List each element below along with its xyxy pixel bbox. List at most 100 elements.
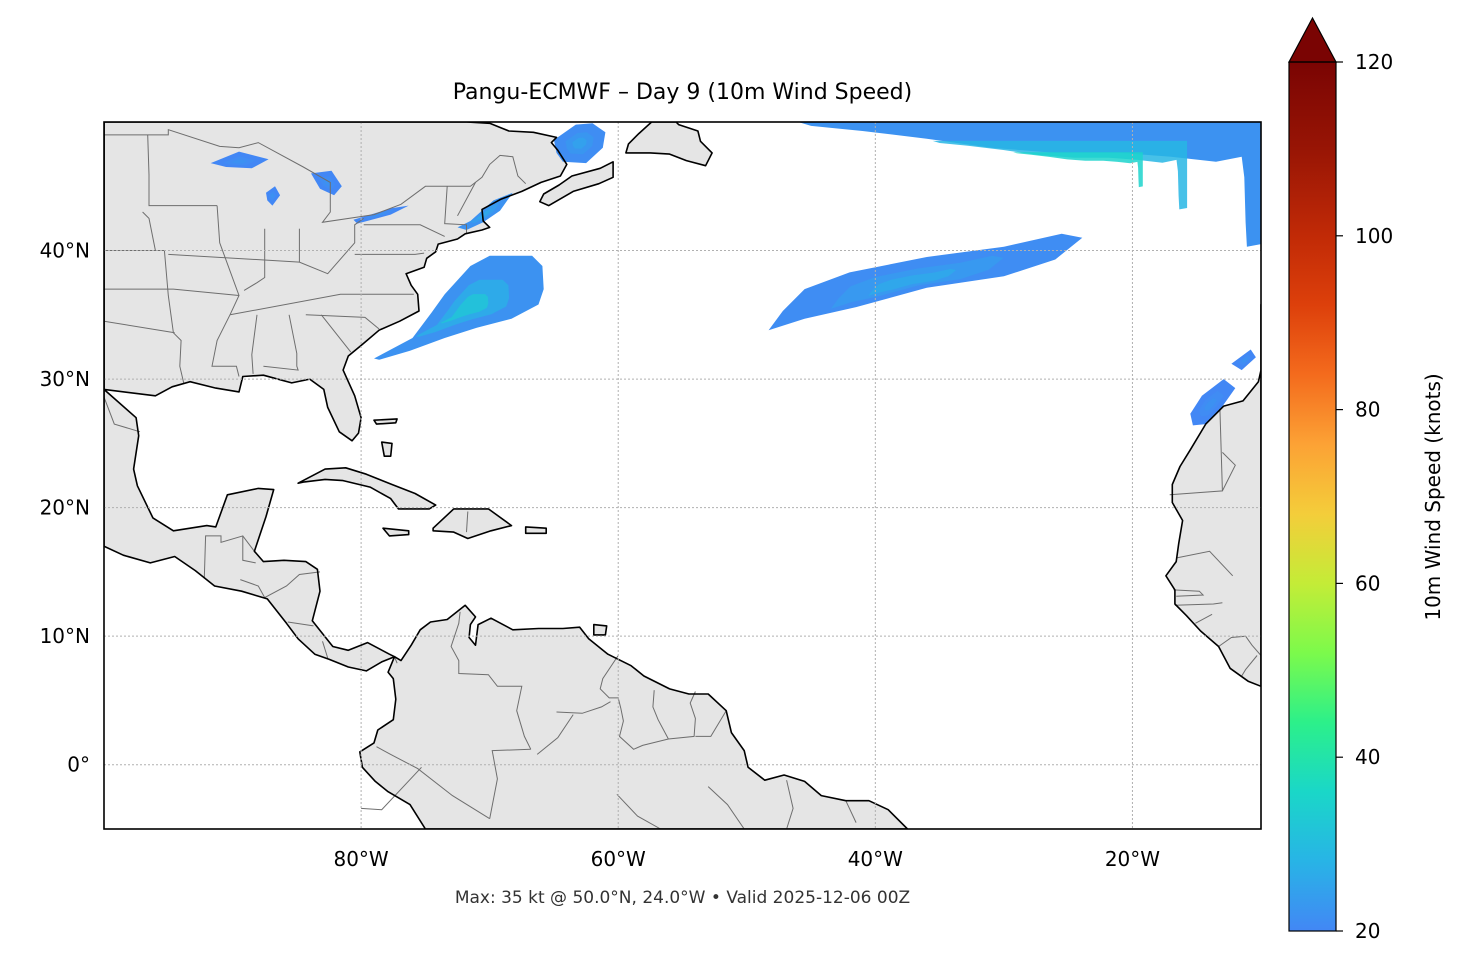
south-america-borders-2: [450, 611, 532, 750]
wind-region-lake-superior-patch: [210, 151, 269, 169]
map-frame: [103, 121, 1262, 830]
colorbar-tick-label: 80: [1355, 398, 1380, 422]
brazil-internal-2: [707, 786, 745, 829]
west-africa-borders-6: [1174, 602, 1223, 606]
us-state-lines-17: [320, 314, 352, 353]
us-state-lines-6: [168, 217, 364, 275]
footer-caption: Max: 35 kt @ 50.0°N, 24.0°W • Valid 2025…: [455, 888, 910, 908]
gridlines-layer: [104, 122, 1261, 829]
nova-scotia: [539, 161, 614, 207]
wind-region-lake-huron-patch: [311, 170, 342, 196]
brazil-internal-4: [845, 800, 857, 823]
south-america-borders-8: [668, 691, 696, 740]
west-africa-borders-2: [1221, 452, 1236, 492]
brazil-internal-3: [786, 780, 794, 829]
bahamas-andros: [380, 441, 393, 457]
south-america-borders-7: [652, 690, 669, 740]
coastline-layer: [104, 122, 1261, 829]
us-state-lines-3: [251, 314, 258, 374]
wind-region-core: [572, 137, 587, 149]
us-state-lines-7: [243, 228, 266, 291]
us-state-lines-11: [444, 186, 467, 234]
wind-region-morocco-coast-patch: [1231, 349, 1256, 371]
colorbar-tick-label: 100: [1355, 224, 1393, 248]
lon-tick-label: 60°W: [591, 847, 646, 871]
jamaica: [382, 527, 410, 537]
borders-layer: [104, 129, 1261, 829]
lon-tick-label: 40°W: [848, 847, 903, 871]
west-africa-borders-5: [1173, 589, 1205, 597]
us-state-lines-13: [147, 134, 218, 207]
cuba-land: [298, 467, 436, 509]
central-america-borders-5: [322, 641, 329, 659]
jamaica-land: [383, 528, 409, 536]
colorbar-label: 10m Wind Speed (knots): [1421, 373, 1445, 620]
colorbar-tick-label: 40: [1355, 745, 1380, 769]
wind-region-gulf-of-maine-band: [457, 192, 513, 230]
us-state-lines-15: [104, 288, 240, 296]
newfoundland-land: [625, 122, 713, 166]
south-america: [359, 604, 909, 829]
colorbar-tick-label: 120: [1355, 50, 1393, 74]
cuba: [297, 467, 437, 510]
south-america-borders-9: [695, 710, 727, 737]
us-state-lines-12: [457, 182, 476, 217]
colorbar-frame: [1288, 61, 1337, 932]
us-mexico-border: [104, 396, 141, 433]
us-state-lines-5: [229, 293, 414, 316]
us-state-lines-4: [263, 314, 299, 371]
puerto-rico: [524, 526, 547, 535]
haiti-dr-border: [466, 511, 469, 533]
bahamas-north: [373, 418, 398, 425]
colorbar: 20 40 60 80 100 120 10m Wind Speed (knots): [1287, 16, 1445, 943]
south-america-borders-6: [599, 655, 669, 750]
wind-region-core: [1013, 152, 1143, 188]
us-state-lines-10: [363, 224, 445, 237]
lat-tick-label: 30°N: [40, 367, 90, 391]
us-state-lines: [142, 211, 185, 384]
trinidad-land: [593, 624, 607, 635]
south-america-borders-5: [361, 766, 422, 811]
west-africa: [1165, 303, 1261, 688]
west-africa-borders-9: [1241, 655, 1258, 677]
central-america-borders-2: [242, 535, 256, 564]
colorbar-tick-label: 60: [1355, 571, 1380, 595]
lon-tick-label: 80°W: [333, 847, 388, 871]
nova-scotia-land: [539, 161, 614, 206]
colorbar-tick-label: 20: [1355, 919, 1380, 943]
hispaniola: [432, 508, 513, 540]
north-america-coast: [104, 122, 396, 672]
wind-region-lake-ontario-erie-patch: [353, 205, 409, 224]
map-panel: 80°W 60°W 40°W 20°W 0° 10°N 20°N 30°N 40°N: [40, 121, 1262, 871]
wind-region-core: [868, 268, 957, 296]
us-gulf-atlantic-coast-land: [104, 122, 567, 441]
west-africa-borders-3: [1260, 409, 1261, 410]
colorbar-gradient: [1289, 62, 1336, 931]
latitude-ticks: 0° 10°N 20°N 30°N 40°N: [40, 239, 90, 777]
longitude-ticks: 80°W 60°W 40°W 20°W: [333, 847, 1160, 871]
wind-region-core: [372, 211, 389, 217]
wind-region-canary-islands-patch: [1190, 379, 1236, 426]
lat-tick-label: 0°: [67, 753, 90, 777]
lon-tick-label: 20°W: [1105, 847, 1160, 871]
us-state-lines-18: [305, 314, 380, 330]
wind-region-core: [270, 193, 275, 199]
south-america-borders-11: [536, 714, 574, 755]
wind-region-core: [323, 179, 332, 187]
trinidad: [593, 623, 608, 636]
wind-region-core: [1204, 397, 1217, 411]
wind-field-layer: [210, 122, 1261, 426]
newfoundland: [625, 122, 713, 167]
wind-region-mid-atlantic-coastal-high: [374, 255, 544, 360]
south-america-borders-3: [489, 748, 531, 819]
central-america-borders: [203, 535, 255, 579]
wind-region-core: [1241, 357, 1248, 363]
us-canada-border: [104, 129, 527, 223]
colorbar-extend-arrow: [1287, 16, 1338, 63]
hispaniola-land: [433, 508, 512, 539]
west-africa-borders-4: [1177, 550, 1234, 577]
colorbar-ticks: 20 40 60 80 100 120: [1336, 50, 1393, 943]
central-america-borders-4: [287, 621, 314, 627]
lat-tick-label: 20°N: [40, 496, 90, 520]
